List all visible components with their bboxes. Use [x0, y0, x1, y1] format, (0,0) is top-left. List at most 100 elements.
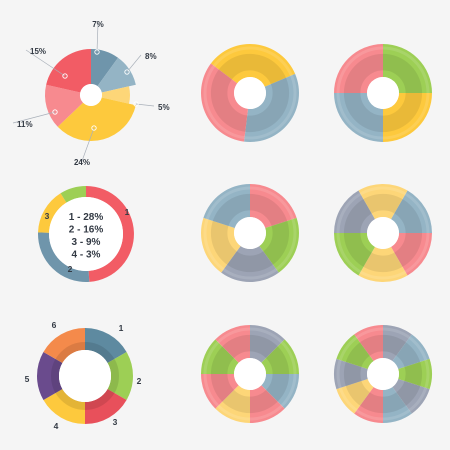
leader-line — [25, 49, 66, 77]
chart-donut-5 — [201, 184, 299, 282]
slice — [392, 334, 430, 370]
leader-dot — [94, 49, 100, 55]
slice — [46, 49, 91, 93]
slice — [38, 193, 67, 233]
slice — [391, 190, 433, 233]
slice — [57, 97, 136, 142]
legend-entry: 4 - 3% — [72, 250, 101, 261]
leader-dot — [91, 125, 97, 131]
slice — [201, 217, 241, 273]
leader-line — [12, 111, 56, 124]
slice — [91, 49, 119, 87]
slice — [36, 352, 63, 400]
ring-shade — [343, 193, 423, 273]
chart-donut-6 — [333, 183, 433, 283]
ring-shade — [51, 342, 119, 410]
leader-line — [126, 54, 142, 73]
slice — [97, 57, 136, 93]
slice — [358, 183, 408, 220]
legend: 1 - 28% 2 - 16%3 - 9% 4 - 3% — [69, 212, 104, 261]
slice — [333, 190, 375, 233]
slice — [44, 84, 84, 127]
slice-label: 7% — [92, 20, 104, 29]
chart-pie-labeled: 7% 8% 5% 24% 11% 15% — [12, 20, 170, 167]
donut-hole — [367, 358, 399, 390]
donut-hole — [367, 217, 399, 249]
ring-shade — [343, 53, 423, 133]
slice — [43, 327, 85, 363]
ring-label: 1 — [125, 207, 130, 217]
slice — [383, 44, 432, 93]
ring-label: 1 — [119, 323, 124, 333]
slice — [336, 334, 374, 370]
ring-shade — [210, 193, 290, 273]
slice — [203, 184, 250, 229]
slice — [244, 73, 299, 142]
slice-label: 15% — [30, 47, 46, 56]
slice — [210, 44, 296, 87]
ring-highlight — [336, 327, 430, 421]
ring-label: 2 — [137, 376, 142, 386]
donut-hole — [59, 350, 111, 402]
leader-line — [81, 127, 95, 162]
slice — [250, 385, 285, 423]
legend-entry: 1 - 28% — [69, 212, 104, 223]
leader-line — [135, 103, 155, 107]
ring-highlight — [203, 186, 297, 280]
slice — [383, 93, 432, 142]
ring-label: 3 — [45, 211, 50, 221]
ring-label: 5 — [25, 374, 30, 384]
charts-layer: 7% 8% 5% 24% 11% 15% 1 2 3 1 - 28% 2 - 16%3 - 9% 4 … — [12, 20, 433, 431]
slice — [250, 325, 285, 363]
slice — [38, 232, 90, 282]
chart-donut-8 — [201, 325, 299, 423]
slice-label: 5% — [158, 103, 170, 112]
donut-hole — [49, 197, 123, 271]
slice-label: 8% — [145, 52, 157, 61]
donut-hole — [367, 77, 399, 109]
ring-highlight — [203, 46, 297, 140]
slice — [383, 325, 412, 362]
legend-entry: 3 - 9% — [72, 237, 101, 248]
donut-hole — [80, 84, 102, 106]
ring-shade — [210, 334, 290, 414]
leader-dot — [62, 73, 68, 79]
donut-hole — [234, 358, 266, 390]
slice — [334, 233, 375, 276]
chart-ring-6: 1 2 3 4 5 6 — [25, 320, 142, 431]
slice — [354, 325, 383, 362]
slice — [336, 378, 374, 414]
chart-donut-10 — [334, 325, 432, 423]
leader-dot — [133, 101, 139, 107]
slice — [107, 352, 134, 400]
slice — [261, 339, 299, 374]
slice — [101, 86, 130, 104]
slice-label: 24% — [74, 158, 90, 167]
chart-donut-4 — [334, 44, 432, 142]
leader-line — [96, 22, 99, 53]
slice — [334, 93, 383, 142]
slice — [392, 378, 430, 414]
ring-label: 6 — [52, 320, 57, 330]
slice — [391, 233, 432, 276]
slice — [85, 327, 127, 363]
slice — [358, 246, 408, 283]
ring-highlight — [203, 327, 297, 421]
ring-label: 4 — [54, 421, 59, 431]
slice — [261, 374, 299, 409]
slice — [201, 374, 239, 409]
donut-hole — [234, 77, 266, 109]
donut-hole — [234, 217, 266, 249]
ring-shade — [210, 53, 290, 133]
slice — [398, 358, 432, 390]
leader-dot — [52, 109, 58, 115]
slice — [215, 325, 250, 363]
ring-shade — [343, 334, 423, 414]
slice — [259, 217, 299, 273]
chart-donut-3 — [201, 44, 299, 142]
legend-entry: 2 - 16% — [69, 225, 104, 236]
slice — [354, 386, 383, 423]
slice — [334, 44, 383, 93]
leader-dot — [124, 69, 130, 75]
